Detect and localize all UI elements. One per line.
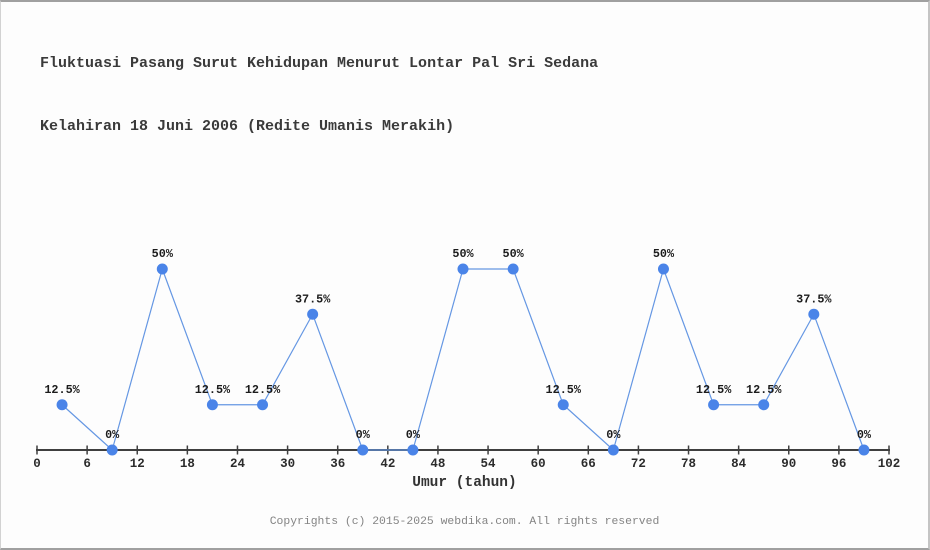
data-point-marker [206, 399, 218, 411]
x-axis-tick-label: 60 [531, 457, 546, 471]
data-point-label: 0% [606, 428, 621, 442]
data-point-marker [156, 263, 168, 275]
data-point-marker [557, 399, 569, 411]
x-axis-tick-label: 96 [831, 457, 846, 471]
x-axis-label: Umur (tahun) [412, 475, 517, 491]
x-axis-tick-label: 6 [83, 457, 91, 471]
data-point-label: 0% [406, 428, 421, 442]
data-point-marker [407, 444, 419, 456]
data-point-label: 12.5% [195, 383, 231, 397]
x-axis-tick-label: 54 [481, 457, 497, 471]
data-point-marker [607, 444, 619, 456]
data-point-marker [106, 444, 118, 456]
x-axis-tick-label: 66 [581, 457, 596, 471]
x-axis-tick-label: 72 [631, 457, 646, 471]
x-axis-tick-label: 0 [33, 457, 41, 471]
x-axis-tick-label: 90 [781, 457, 796, 471]
data-point-label: 12.5% [746, 383, 782, 397]
data-point-label: 50% [502, 247, 524, 261]
x-axis-tick-label: 48 [430, 457, 445, 471]
data-point-label: 50% [152, 247, 174, 261]
x-axis-tick-label: 12 [130, 457, 145, 471]
data-point-marker [708, 399, 720, 411]
data-point-marker [257, 399, 269, 411]
data-point-label: 12.5% [696, 383, 732, 397]
data-point-label: 12.5% [546, 383, 582, 397]
data-point-marker [758, 399, 770, 411]
data-point-marker [457, 263, 469, 275]
series-line [61, 267, 865, 452]
x-axis-tick-label: 30 [280, 457, 295, 471]
x-axis-tick-label: 18 [180, 457, 195, 471]
data-point-marker [657, 263, 669, 275]
chart-title-line2: Kelahiran 18 Juni 2006 (Redite Umanis Me… [40, 118, 455, 135]
data-point-label: 50% [653, 247, 675, 261]
x-axis-tick-label: 78 [681, 457, 696, 471]
x-axis-tick-label: 36 [330, 457, 345, 471]
data-point-label: 12.5% [44, 383, 80, 397]
data-point-label: 50% [452, 247, 474, 261]
data-point-marker [858, 444, 870, 456]
data-point-marker [357, 444, 369, 456]
data-point-label: 0% [356, 428, 371, 442]
data-point-marker [56, 399, 68, 411]
data-point-label: 0% [857, 428, 872, 442]
data-point-marker [507, 263, 519, 275]
x-axis-tick-label: 24 [230, 457, 246, 471]
data-point-label: 37.5% [796, 292, 832, 306]
footer-copyright: Copyrights (c) 2015-2025 webdika.com. Al… [269, 516, 660, 528]
data-point-marker [307, 308, 319, 320]
data-point-label: 12.5% [245, 383, 281, 397]
chart-title: Fluktuasi Pasang Surut Kehidupan Menurut… [40, 11, 598, 179]
x-axis-tick-label: 84 [731, 457, 747, 471]
x-axis-tick-label: 102 [878, 457, 901, 471]
x-axis-tick-label: 42 [380, 457, 395, 471]
chart-title-line1: Fluktuasi Pasang Surut Kehidupan Menurut… [40, 55, 599, 72]
data-point-label: 0% [105, 428, 120, 442]
data-point-marker [808, 308, 820, 320]
data-point-label: 37.5% [295, 292, 331, 306]
